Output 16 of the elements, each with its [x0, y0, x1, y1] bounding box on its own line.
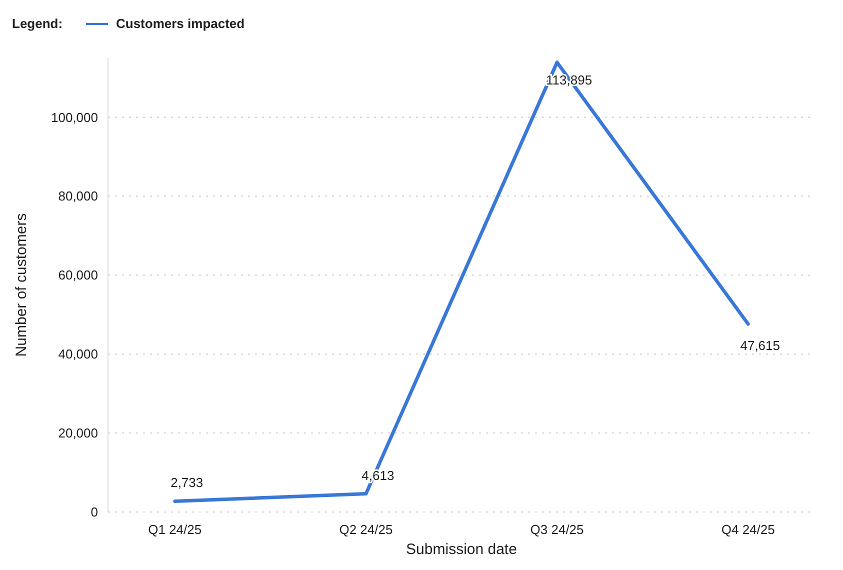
- x-tick-label: Q2 24/25: [339, 522, 393, 537]
- y-axis-title: Number of customers: [13, 213, 30, 357]
- y-tick-label: 100,000: [51, 110, 98, 125]
- x-tick-label: Q1 24/25: [148, 522, 202, 537]
- legend-title: Legend:: [12, 16, 63, 31]
- y-tick-label: 40,000: [58, 346, 98, 362]
- x-tick-label: Q3 24/25: [530, 522, 584, 537]
- data-label: 47,615: [740, 338, 780, 354]
- x-axis-title: Submission date: [406, 541, 517, 558]
- y-tick-label: 20,000: [58, 426, 98, 441]
- x-tick-label: Q4 24/25: [721, 522, 775, 537]
- legend-label: Customers impacted: [116, 16, 245, 31]
- y-tick-label: 80,000: [58, 188, 98, 204]
- y-tick-label: 0: [90, 504, 98, 520]
- y-tick-label: 60,000: [58, 268, 98, 283]
- data-label: 2,733: [170, 475, 204, 490]
